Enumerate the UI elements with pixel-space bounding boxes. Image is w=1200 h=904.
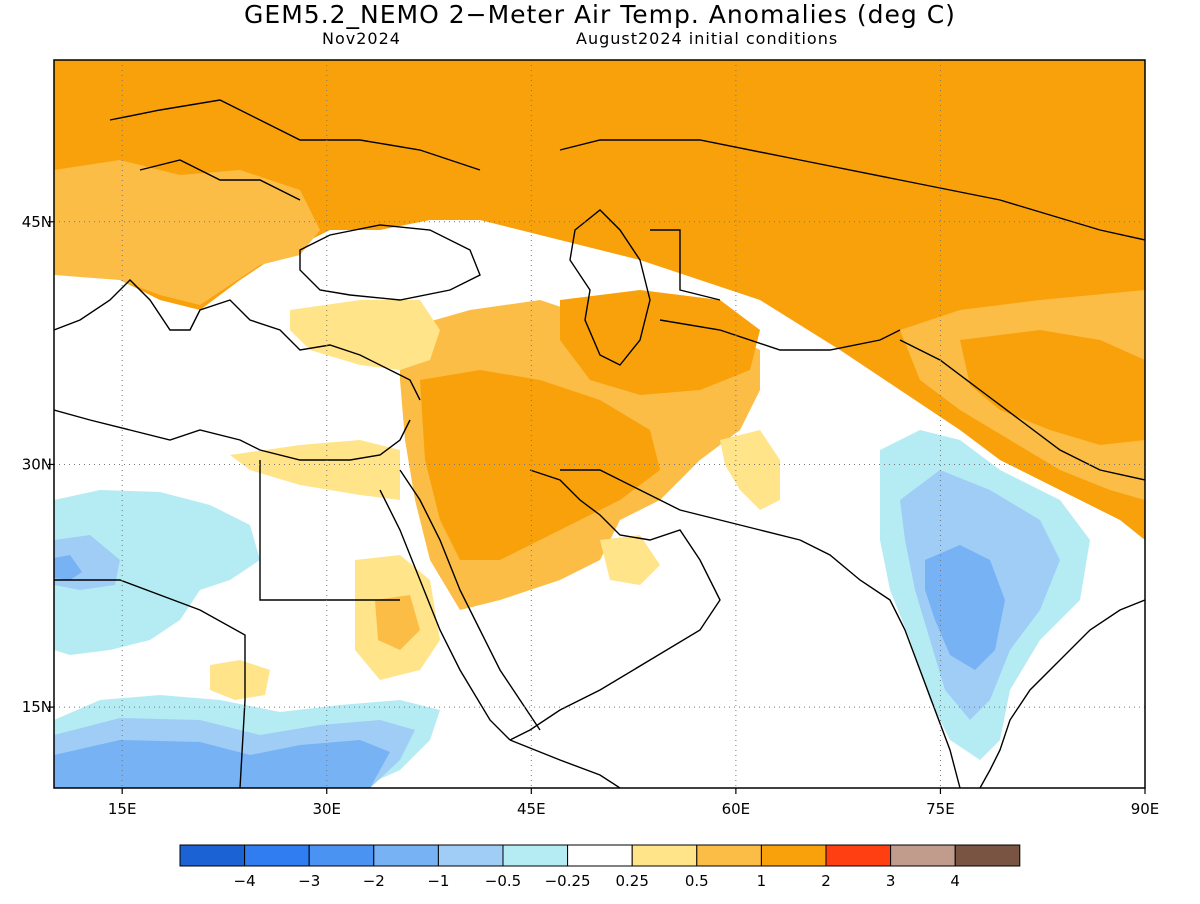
border-libya-egypt bbox=[259, 460, 400, 601]
anomaly-region-yellow-2 bbox=[290, 300, 440, 370]
colorbar-box-neg3 bbox=[244, 844, 310, 867]
colorbar-box-neg1 bbox=[373, 844, 439, 867]
anomaly-region-yellow-6 bbox=[600, 535, 660, 585]
lon-label-15: 15E bbox=[108, 800, 137, 818]
coastline-persian-gulf bbox=[509, 469, 721, 741]
anomaly-field bbox=[54, 60, 1145, 788]
colorbar-box-neg2 bbox=[308, 844, 375, 867]
anomaly-region-yellow-5 bbox=[720, 430, 780, 510]
colorbar-label-4: −0.5 bbox=[485, 872, 521, 890]
colorbar-box-pos025 bbox=[631, 844, 698, 867]
colorbar-label-8: 1 bbox=[757, 872, 767, 890]
colorbar-label-7: 0.5 bbox=[685, 872, 709, 890]
border-central-asia bbox=[559, 139, 1145, 241]
colorbar-label-6: 0.25 bbox=[615, 872, 648, 890]
anomaly-region-arabia-1 bbox=[420, 370, 660, 560]
colorbar-box-neg05 bbox=[437, 844, 504, 867]
anomaly-region-yellow-4 bbox=[210, 660, 270, 700]
chart-title: GEM5.2_NEMO 2−Meter Air Temp. Anomalies … bbox=[244, 0, 956, 29]
coastline-europe bbox=[54, 279, 421, 401]
border-sahel bbox=[54, 579, 246, 788]
colorbar: −4 −3 −2 −1 −0.5 −0.25 0.25 0.5 1 2 3 4 bbox=[179, 844, 1021, 890]
graticule bbox=[54, 60, 1145, 788]
lon-label-45: 45E bbox=[517, 800, 546, 818]
lon-label-75: 75E bbox=[926, 800, 955, 818]
colorbar-box-neg025 bbox=[502, 844, 569, 867]
border-kazakh bbox=[650, 229, 721, 301]
anomaly-region-sahara-cold-3 bbox=[54, 555, 82, 580]
colorbar-label-11: 4 bbox=[950, 872, 960, 890]
coastline-red-sea-west bbox=[379, 489, 511, 741]
anomaly-region-sahel-cold-3 bbox=[54, 740, 390, 788]
colorbar-label-9: 2 bbox=[821, 872, 831, 890]
lon-label-90: 90E bbox=[1131, 800, 1160, 818]
colorbar-label-3: −1 bbox=[427, 872, 449, 890]
coastline-red-sea-east bbox=[399, 469, 541, 731]
anomaly-region-tibet-1 bbox=[960, 330, 1145, 445]
border-europe-2 bbox=[139, 159, 301, 201]
colorbar-label-10: 3 bbox=[886, 872, 896, 890]
border-afghan bbox=[659, 319, 901, 351]
coastline-north-africa bbox=[54, 409, 411, 461]
anomaly-region-sahara-cold bbox=[54, 490, 260, 655]
lon-label-30: 30E bbox=[312, 800, 341, 818]
colorbar-label-0: −4 bbox=[234, 872, 256, 890]
colorbar-box-pos3 bbox=[890, 844, 956, 867]
colorbar-box-pos1 bbox=[760, 844, 827, 867]
border-europe-1 bbox=[109, 99, 481, 171]
map-frame bbox=[53, 59, 1146, 789]
anomaly-region-iran-1 bbox=[560, 290, 760, 395]
anomaly-region-europe-05 bbox=[54, 160, 320, 305]
colorbar-box-pos2 bbox=[825, 844, 892, 867]
colorbar-box-zero bbox=[567, 844, 633, 867]
initial-conditions: August2024 initial conditions bbox=[576, 29, 839, 48]
lat-label-30: 30N bbox=[22, 455, 52, 473]
anomaly-region-orange-sudan bbox=[375, 595, 420, 650]
coastline-horn bbox=[509, 739, 621, 788]
coastline-iran-south bbox=[560, 469, 801, 541]
coastlines bbox=[54, 99, 1145, 788]
colorbar-box-neg4 bbox=[179, 844, 246, 867]
colorbar-label-1: −3 bbox=[298, 872, 320, 890]
coastline-india-east bbox=[979, 599, 1145, 788]
coastline-caspian bbox=[569, 209, 651, 366]
colorbar-box-pos4 bbox=[954, 844, 1021, 867]
lat-label-15: 15N bbox=[22, 698, 52, 716]
coastline-india-west bbox=[799, 539, 961, 788]
latitude-axis: 45N 30N 15N bbox=[22, 213, 54, 716]
anomaly-region-yellow-1 bbox=[230, 440, 400, 500]
forecast-month: Nov2024 bbox=[322, 29, 401, 48]
longitude-axis: 15E 30E 45E 60E 75E 90E bbox=[108, 788, 1159, 818]
anomaly-region-india-cold-3 bbox=[925, 545, 1005, 670]
coastline-black-sea bbox=[299, 224, 481, 301]
colorbar-label-5: −0.25 bbox=[545, 872, 591, 890]
lon-label-60: 60E bbox=[722, 800, 751, 818]
lat-label-45: 45N bbox=[22, 213, 52, 231]
colorbar-box-pos05 bbox=[696, 844, 762, 867]
colorbar-label-2: −2 bbox=[363, 872, 385, 890]
